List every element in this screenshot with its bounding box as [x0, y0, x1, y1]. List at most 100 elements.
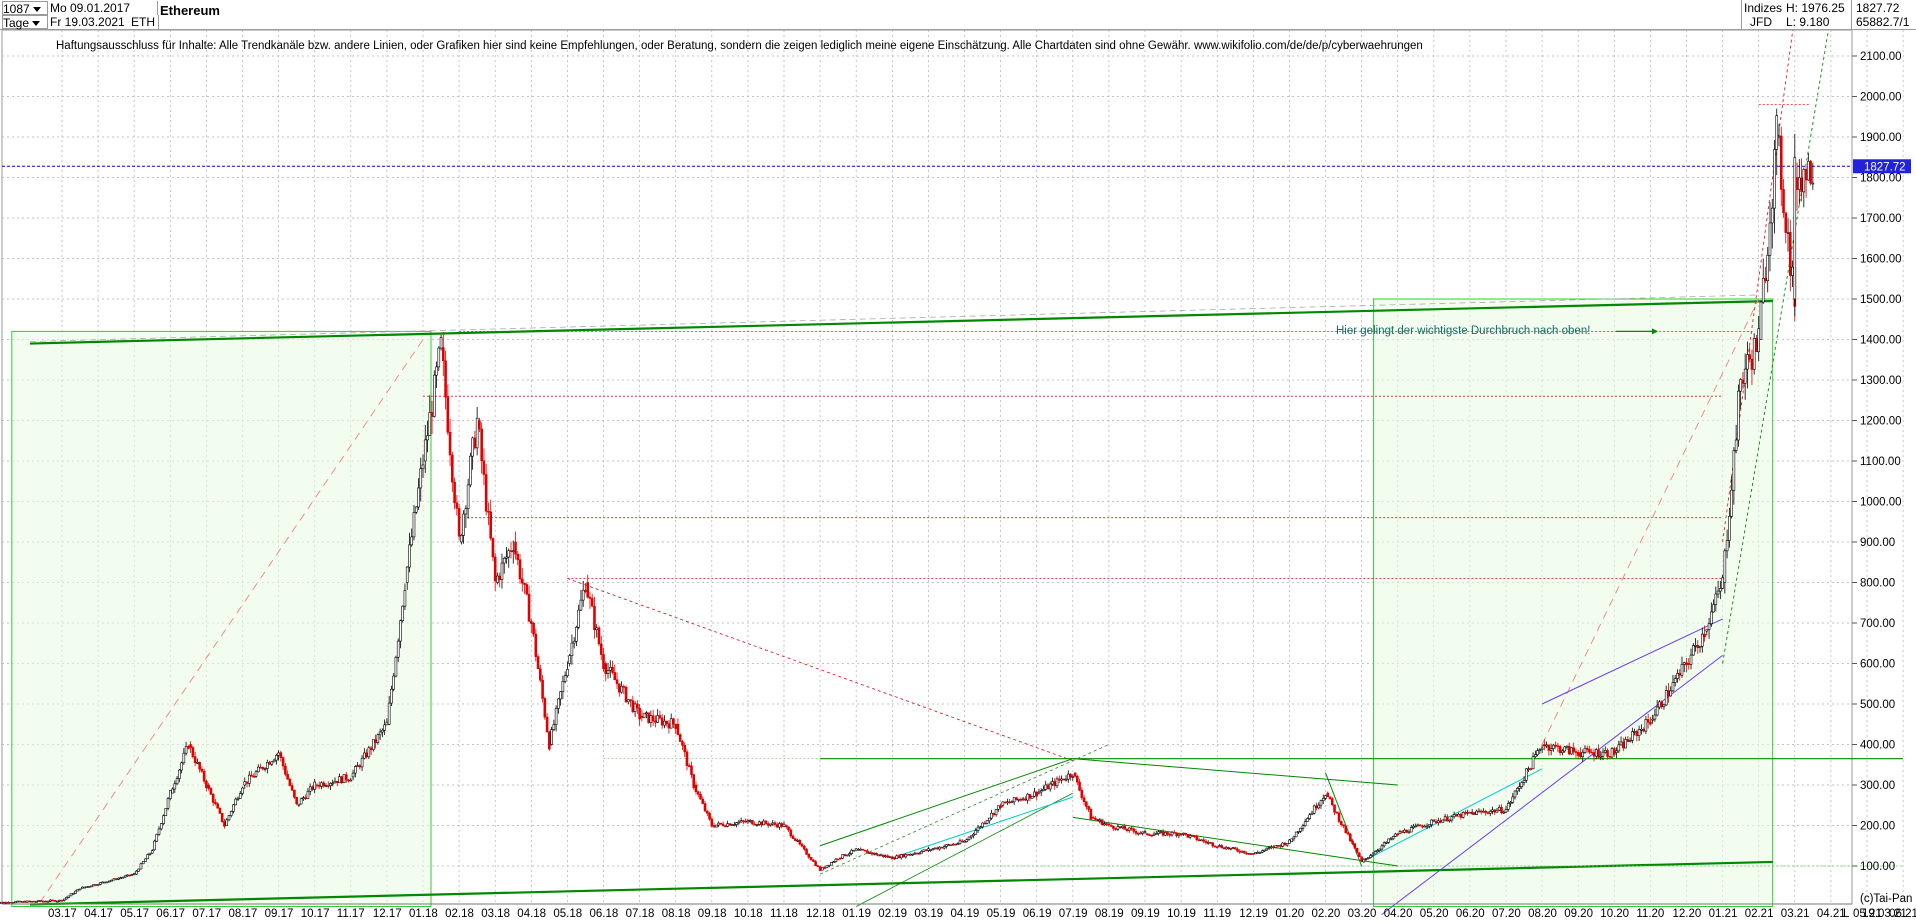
x-tick-label: 06.18 — [590, 908, 619, 920]
candle-body — [225, 819, 229, 826]
candle-body — [586, 582, 590, 598]
candle-body — [1130, 827, 1133, 830]
candle-body — [7, 901, 10, 904]
candle-body — [536, 656, 540, 670]
candle-body — [500, 562, 504, 580]
candle-body — [737, 821, 741, 824]
candle-body — [1109, 825, 1113, 827]
candle-body — [153, 840, 156, 851]
candle-body — [1694, 645, 1697, 647]
candle-body — [146, 854, 150, 860]
candle-body — [703, 803, 707, 812]
candle-body — [1010, 801, 1014, 804]
candle-body — [1053, 781, 1057, 787]
candle-body — [584, 589, 587, 592]
candle-body — [182, 752, 186, 764]
candle-body — [719, 822, 723, 825]
y-tick-label: 1500.00 — [1860, 294, 1902, 306]
candle-body — [313, 781, 317, 790]
candle-body — [157, 828, 161, 835]
candle-body — [951, 843, 955, 846]
candle-body — [1024, 798, 1027, 801]
candle-body — [53, 900, 57, 902]
candle-body — [622, 686, 626, 688]
candle-body — [1173, 831, 1176, 834]
candle-body — [834, 858, 838, 862]
candle-body — [1739, 379, 1742, 392]
candle-body — [1788, 231, 1792, 276]
candle-body — [1317, 804, 1321, 809]
candle-body — [430, 412, 434, 417]
candle-body — [712, 825, 716, 828]
candle-body — [1443, 816, 1447, 821]
candle-body — [1497, 807, 1501, 811]
candle-body — [284, 765, 287, 775]
candle-body — [1019, 798, 1023, 801]
price-chart[interactable]: 1827.72 100.00 200.00 300.00 400.00 500.00 60… — [0, 30, 1916, 924]
candle-body — [1326, 792, 1330, 798]
x-tick-label: 12.17 — [373, 908, 402, 920]
candle-body — [509, 550, 513, 553]
candle-body — [762, 820, 765, 826]
candle-body — [1396, 833, 1399, 836]
candle-body — [11, 902, 15, 904]
candle-body — [1369, 855, 1372, 858]
candle-body — [1114, 828, 1117, 830]
end-date[interactable]: Fr 19.03.2021 — [50, 15, 125, 29]
candle-body — [534, 633, 538, 657]
candle-body — [830, 862, 833, 866]
y-tick-label: 1100.00 — [1860, 456, 1901, 468]
x-tick-label: 08.20 — [1528, 908, 1557, 920]
y-tick-label: 1700.00 — [1860, 213, 1902, 225]
candle-body — [1525, 768, 1528, 781]
candle-body — [1116, 826, 1120, 830]
green-channel-top — [29, 299, 1773, 345]
candle-body — [1802, 169, 1806, 193]
candle-body — [710, 818, 714, 827]
candle-body — [39, 900, 43, 902]
candle-body — [771, 822, 775, 825]
candle-body — [992, 812, 996, 816]
candle-body — [1276, 845, 1280, 847]
y-tick-label: 400.00 — [1860, 740, 1895, 752]
candle-body — [638, 707, 641, 720]
candle-body — [1057, 778, 1061, 781]
candle-body — [805, 848, 808, 855]
candle-body — [936, 847, 939, 850]
candle-body — [471, 437, 474, 457]
candle-body — [1554, 744, 1557, 747]
candle-body — [1746, 354, 1749, 370]
candle-body — [1613, 748, 1616, 755]
candle-body — [796, 840, 799, 842]
candle-body — [1504, 808, 1508, 813]
candle-body — [1283, 842, 1287, 846]
candle-body — [1536, 750, 1539, 756]
candle-body — [1793, 157, 1797, 300]
x-tick-label: 09.19 — [1131, 908, 1160, 920]
candle-body — [1477, 810, 1481, 813]
period-select[interactable]: Tage — [2, 15, 48, 30]
candle-body — [1071, 776, 1075, 778]
candle-body — [94, 884, 98, 886]
candle-body — [563, 675, 567, 682]
candle-body — [419, 468, 423, 489]
candle-body — [1664, 690, 1668, 706]
candle-body — [144, 858, 147, 862]
start-date[interactable]: Mo 09.01.2017 — [50, 1, 158, 15]
candle-body — [906, 854, 910, 856]
candle-body — [539, 668, 542, 681]
candle-body — [836, 858, 840, 861]
candle-body — [1572, 747, 1575, 752]
candle-body — [683, 745, 687, 753]
bar-count-select[interactable]: 1087 — [2, 1, 48, 16]
candle-body — [1164, 832, 1167, 836]
candle-body — [1242, 850, 1246, 854]
candle-body — [1082, 797, 1086, 802]
candle-body — [1236, 848, 1239, 852]
candle-body — [372, 739, 375, 750]
candle-body — [1403, 829, 1406, 833]
candle-body — [974, 830, 978, 835]
candle-body — [1188, 835, 1192, 838]
candle-body — [886, 855, 890, 858]
candle-body — [1676, 673, 1679, 679]
